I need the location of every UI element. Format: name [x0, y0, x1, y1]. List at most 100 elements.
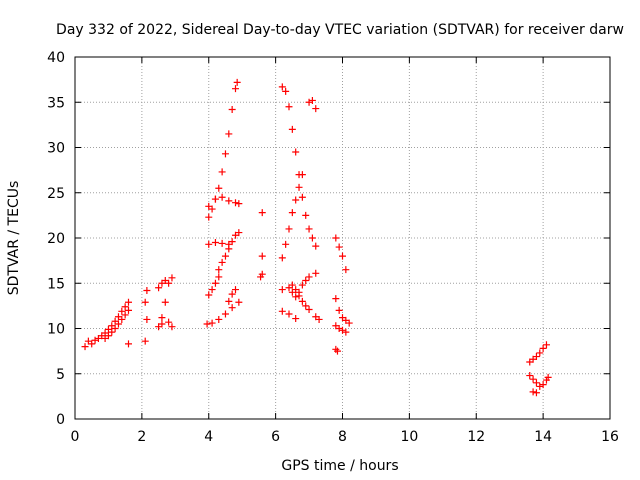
x-tick-label: 12 — [467, 429, 485, 445]
y-axis: 0 5 10 15 20 25 30 35 40 — [47, 50, 610, 428]
data-point — [335, 243, 343, 251]
data-point — [221, 252, 229, 260]
data-point — [302, 277, 310, 285]
data-point — [345, 319, 353, 327]
data-point — [235, 229, 243, 237]
data-point — [536, 382, 544, 390]
data-point — [215, 315, 223, 323]
data-point — [225, 245, 233, 253]
data-point — [232, 199, 239, 207]
data-point — [302, 302, 310, 310]
data-point — [292, 293, 300, 301]
series-arc-b-fall — [278, 83, 320, 250]
x-tick-label: 16 — [601, 429, 619, 445]
data-point — [332, 295, 340, 303]
data-point — [232, 286, 239, 294]
data-point — [215, 184, 223, 192]
data-point — [285, 310, 293, 318]
data-point — [526, 372, 534, 380]
data-point — [529, 388, 537, 396]
data-point — [288, 281, 296, 289]
series-late — [526, 341, 552, 397]
data-point — [211, 239, 219, 247]
x-tick-label: 10 — [400, 429, 418, 445]
data-point — [288, 125, 296, 133]
series-arc-b-mid — [278, 269, 323, 323]
data-point — [168, 274, 176, 282]
series-arc-c — [332, 234, 353, 355]
data-point — [161, 298, 169, 306]
data-point — [165, 318, 173, 326]
data-point — [542, 341, 550, 349]
x-tick-label: 8 — [338, 429, 347, 445]
series-arc-a-mid — [205, 229, 243, 274]
data-point — [211, 195, 219, 203]
data-point — [529, 375, 537, 383]
data-point — [278, 254, 286, 262]
data-point — [108, 328, 116, 336]
data-point — [305, 305, 313, 313]
data-point — [168, 323, 176, 331]
data-point — [228, 290, 236, 298]
data-point — [292, 315, 300, 323]
data-point — [218, 258, 226, 266]
y-tick-label: 15 — [47, 276, 65, 292]
data-point — [298, 297, 306, 305]
data-point — [532, 389, 540, 397]
data-point — [285, 103, 293, 111]
data-point — [203, 320, 211, 328]
data-point — [205, 240, 213, 248]
data-point — [258, 252, 266, 260]
data-point — [205, 202, 213, 210]
data-point — [211, 279, 219, 287]
data-point — [218, 168, 226, 176]
data-point — [125, 298, 132, 306]
data-point — [215, 273, 223, 281]
data-point — [298, 281, 306, 289]
data-point — [305, 273, 313, 281]
data-point — [158, 320, 166, 328]
y-tick-label: 10 — [47, 322, 65, 338]
data-point — [114, 320, 122, 328]
data-point — [539, 344, 547, 352]
data-point — [285, 225, 293, 233]
data-point — [225, 130, 233, 138]
data-point — [141, 337, 149, 345]
data-point — [121, 311, 129, 319]
data-point — [288, 209, 296, 217]
data-point — [295, 183, 303, 191]
data-point — [298, 171, 306, 179]
data-point — [333, 347, 341, 355]
y-tick-label: 40 — [47, 50, 65, 66]
x-tick-label: 2 — [137, 429, 146, 445]
data-point — [118, 315, 126, 323]
y-tick-label: 5 — [56, 367, 65, 383]
data-points — [81, 78, 552, 397]
data-point — [158, 314, 166, 322]
data-point — [208, 286, 216, 294]
data-point — [278, 307, 286, 315]
data-point — [143, 315, 151, 323]
data-point — [292, 148, 300, 156]
data-point — [335, 306, 343, 314]
data-point — [308, 234, 316, 242]
data-point — [228, 304, 236, 312]
series-early-low — [81, 298, 132, 351]
data-point — [305, 225, 313, 233]
data-point — [282, 240, 290, 248]
data-point — [161, 277, 169, 285]
data-point — [298, 193, 306, 201]
y-tick-label: 20 — [47, 231, 65, 247]
data-point — [308, 96, 316, 104]
series-arc-a-low — [203, 273, 243, 328]
data-point — [342, 328, 350, 336]
data-point — [312, 105, 320, 113]
data-point — [208, 319, 216, 327]
data-point — [125, 306, 132, 314]
data-point — [312, 242, 320, 250]
data-point — [302, 211, 310, 219]
data-point — [218, 239, 226, 247]
series-early-scatter — [125, 274, 176, 348]
data-point — [292, 286, 300, 294]
